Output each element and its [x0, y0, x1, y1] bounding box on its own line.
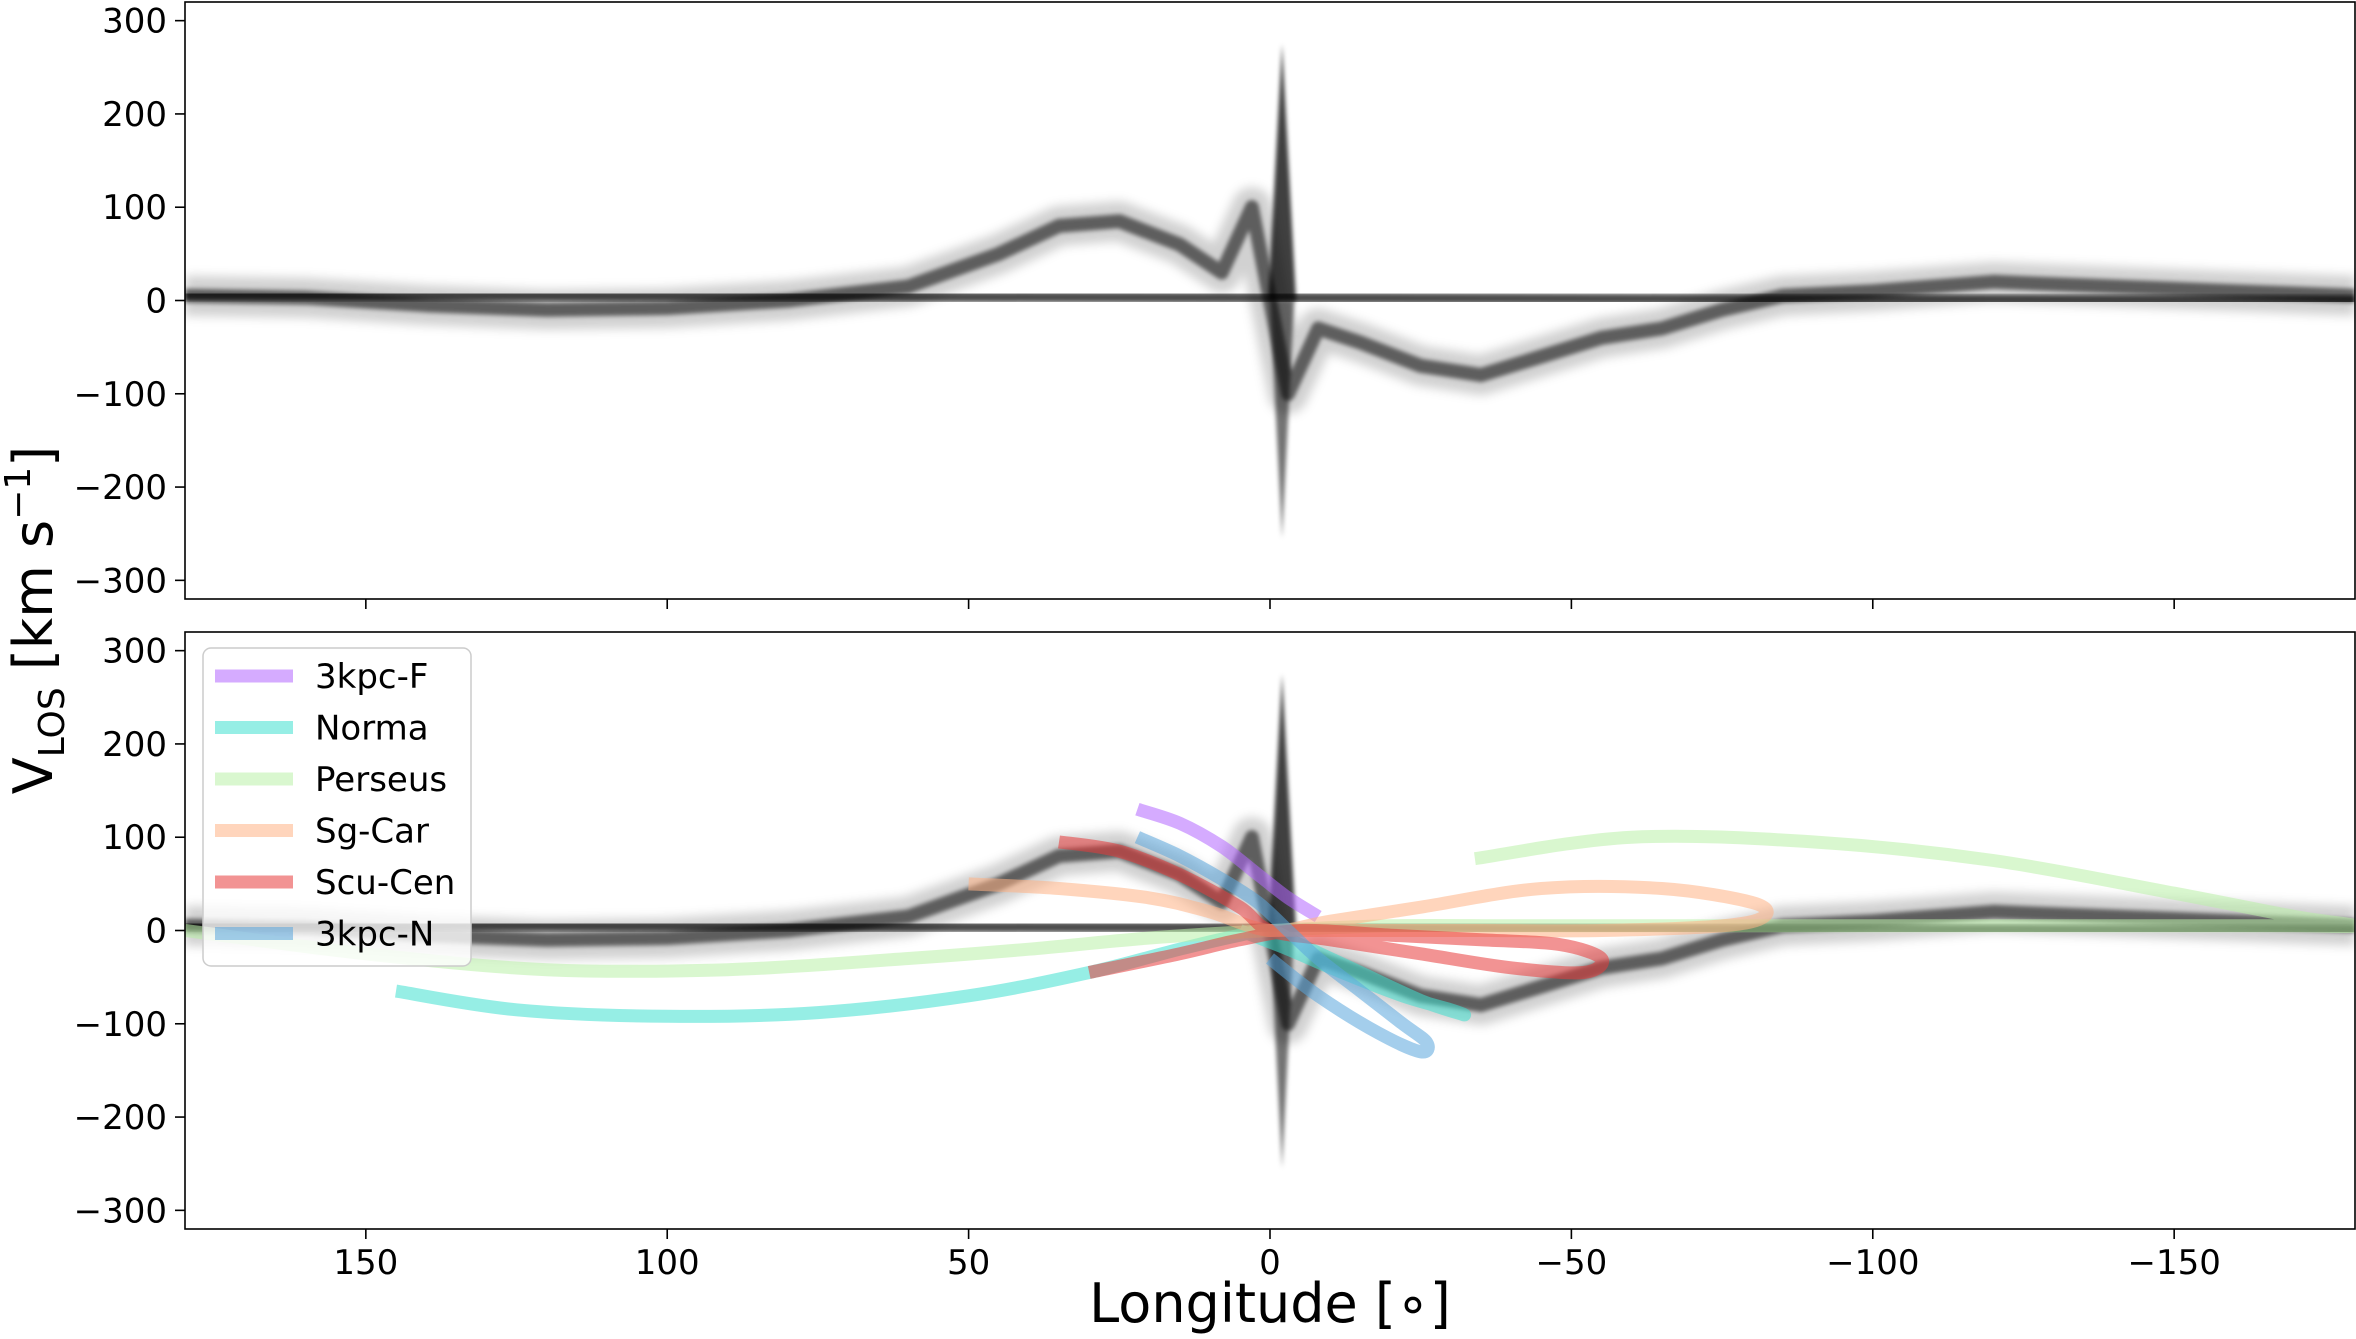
y-tick-label: −100	[74, 375, 167, 415]
x-tick-label: 100	[635, 1243, 700, 1283]
spiral-arm-tracks	[185, 803, 2355, 1059]
bottom-x-axis: 150 100 50 0 −50 −100 −150	[333, 1229, 2221, 1283]
y-tick-label: −300	[74, 1191, 167, 1231]
legend-label: 3kpc-N	[315, 915, 434, 955]
y-tick-label: 200	[102, 95, 167, 135]
y-tick-label: 200	[102, 725, 167, 765]
x-tick-label: −150	[2127, 1243, 2220, 1283]
y-tick-label: −100	[74, 1005, 167, 1045]
legend-label: Perseus	[315, 760, 447, 800]
legend-label: Norma	[315, 709, 429, 749]
emission-peak-negative	[1270, 300, 1295, 539]
series-3kpc-n	[1134, 831, 1435, 1059]
bottom-y-axis: 300 200 100 0 −100 −200 −300	[74, 632, 185, 1231]
top-panel: 300 200 100 0 −100 −200 −300	[74, 1, 2356, 609]
emission-map	[185, 43, 2355, 539]
top-y-axis: 300 200 100 0 −100 −200 −300	[74, 2, 185, 601]
y-tick-label: 0	[145, 282, 167, 322]
legend-label: Scu-Cen	[315, 863, 455, 903]
top-x-axis	[365, 599, 2175, 609]
y-axis-label: VLOS [km s−1]	[0, 446, 73, 794]
emission-peak-positive	[1268, 673, 1297, 931]
emission-peak-negative	[1270, 930, 1295, 1169]
y-tick-label: −200	[74, 1098, 167, 1138]
y-tick-label: −200	[74, 468, 167, 508]
emission-peak-positive	[1268, 43, 1297, 301]
series-sg-car	[968, 877, 1774, 938]
y-tick-label: 300	[102, 2, 167, 42]
legend-label: Sg-Car	[315, 812, 429, 852]
legend-label: 3kpc-F	[315, 657, 428, 697]
series-3kpc-f	[1135, 803, 1322, 923]
x-axis-label: Longitude [∘]	[1089, 1272, 1451, 1335]
x-tick-label: 150	[333, 1243, 398, 1283]
x-tick-label: 0	[1259, 1243, 1281, 1283]
x-tick-label: −100	[1826, 1243, 1919, 1283]
y-tick-label: −300	[74, 561, 167, 601]
y-tick-label: 100	[102, 188, 167, 228]
y-tick-label: 100	[102, 818, 167, 858]
y-tick-label: 300	[102, 632, 167, 672]
x-tick-label: 50	[947, 1243, 990, 1283]
legend: 3kpc-F Norma Perseus Sg-Car Scu-Cen 3kpc-N	[202, 647, 472, 967]
y-tick-label: 0	[145, 912, 167, 952]
bottom-panel: 300 200 100 0 −100 −200 −300 150 100 50 0 −50 −100 −…	[74, 631, 2356, 1283]
x-tick-label: −50	[1536, 1243, 1608, 1283]
